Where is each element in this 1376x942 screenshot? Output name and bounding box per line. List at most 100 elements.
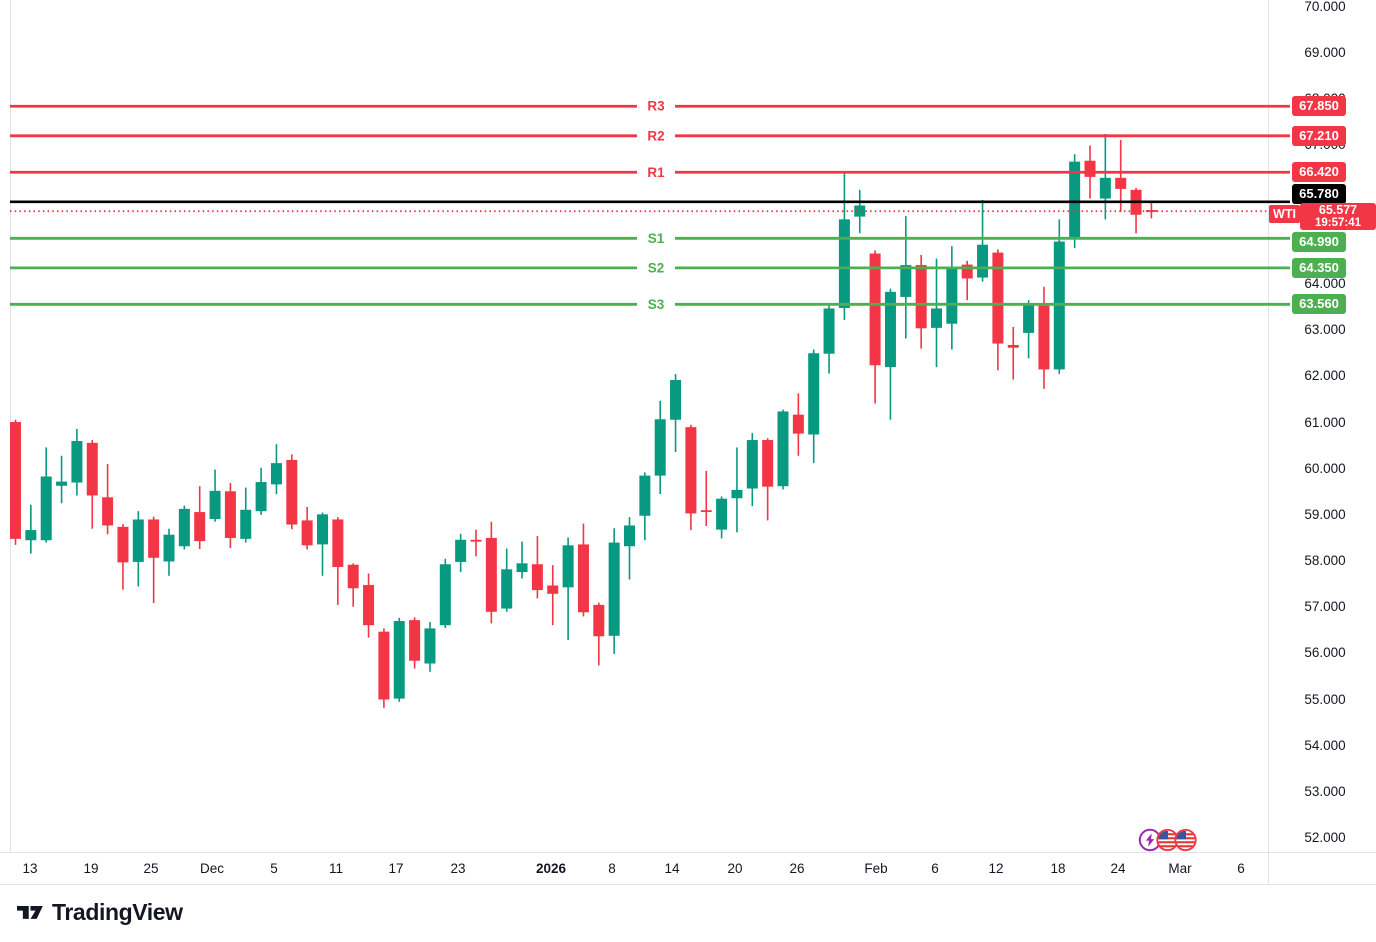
candle-body-up bbox=[946, 266, 958, 324]
price-tick-62.000: 62.000 bbox=[1304, 368, 1346, 384]
time-tick-26[interactable]: 26 bbox=[789, 861, 805, 876]
price-tick-57.000: 57.000 bbox=[1304, 599, 1346, 615]
candle-body-up bbox=[439, 564, 451, 626]
candle-body-up bbox=[317, 514, 328, 545]
price-label-R3: 67.850 bbox=[1292, 96, 1346, 117]
candle-body-down bbox=[792, 414, 804, 434]
time-tick-5[interactable]: 5 bbox=[270, 861, 278, 876]
candle-body-down bbox=[547, 585, 559, 594]
candle-body-down bbox=[762, 440, 774, 487]
candle-wick bbox=[567, 537, 569, 640]
price-tick-58.000: 58.000 bbox=[1304, 553, 1346, 569]
time-tick-Dec[interactable]: Dec bbox=[199, 861, 224, 876]
candle-body-up bbox=[900, 265, 912, 297]
candle-wick bbox=[705, 470, 708, 526]
price-tick-63.000: 63.000 bbox=[1304, 322, 1346, 338]
candle-body-up bbox=[654, 419, 666, 476]
tradingview-logo[interactable]: TradingView bbox=[17, 899, 183, 926]
time-tick-24[interactable]: 24 bbox=[1110, 861, 1126, 876]
time-tick-18[interactable]: 18 bbox=[1050, 861, 1066, 876]
pivot-label-S1: S1 bbox=[648, 231, 665, 246]
candle-body-down bbox=[485, 537, 497, 612]
candle-wick bbox=[475, 529, 477, 557]
time-tick-11[interactable]: 11 bbox=[328, 861, 343, 876]
us-flag-event-icon[interactable] bbox=[1174, 828, 1197, 852]
pivot-label-R2: R2 bbox=[647, 128, 664, 143]
candle-body-up bbox=[1069, 161, 1081, 240]
candle-body-down bbox=[961, 264, 973, 279]
economic-events-group[interactable] bbox=[1138, 827, 1200, 853]
time-tick-Mar[interactable]: Mar bbox=[1168, 861, 1192, 876]
candle-body-up bbox=[270, 463, 282, 485]
candle-body-up bbox=[209, 490, 221, 520]
current-price-value: 65.577 bbox=[1318, 203, 1358, 217]
time-tick-23[interactable]: 23 bbox=[450, 861, 466, 876]
candle-body-up bbox=[1023, 303, 1035, 333]
candle-wick bbox=[1104, 133, 1107, 220]
candle-body-down bbox=[915, 265, 927, 329]
candle-wick bbox=[1012, 326, 1015, 380]
candle-body-down bbox=[286, 459, 298, 525]
price-tick-70.000: 70.000 bbox=[1304, 0, 1346, 14]
candle-body-up bbox=[163, 534, 175, 562]
candle-body-up bbox=[977, 244, 989, 278]
candle-body-down bbox=[1038, 305, 1050, 370]
time-tick-14[interactable]: 14 bbox=[664, 861, 680, 876]
candle-body-down bbox=[148, 519, 160, 558]
candle-body-down bbox=[869, 253, 881, 366]
candle-body-up bbox=[240, 509, 252, 539]
time-tick-17[interactable]: 17 bbox=[388, 861, 404, 876]
time-tick-Feb[interactable]: Feb bbox=[864, 861, 888, 876]
price-tick-55.000: 55.000 bbox=[1304, 691, 1346, 707]
candle-body-up bbox=[56, 481, 68, 486]
candle-body-down bbox=[301, 520, 313, 546]
candle-body-down bbox=[86, 442, 98, 496]
candle-body-down bbox=[992, 252, 1004, 344]
candle-body-up bbox=[516, 563, 528, 573]
time-tick-8[interactable]: 8 bbox=[608, 861, 616, 876]
candle-body-up bbox=[624, 525, 635, 547]
candle-body-down bbox=[332, 519, 344, 568]
candle-body-down bbox=[1084, 160, 1096, 177]
candle-body-down bbox=[117, 526, 129, 563]
candle-wick bbox=[1119, 139, 1122, 212]
candle-body-down bbox=[102, 497, 114, 526]
candle-body-down bbox=[470, 539, 482, 542]
candle-wick bbox=[981, 199, 984, 282]
candle-body-up bbox=[838, 219, 850, 309]
candle-body-up bbox=[562, 545, 574, 588]
time-tick-19[interactable]: 19 bbox=[83, 861, 99, 876]
candle-body-up bbox=[777, 411, 789, 487]
time-tick-12[interactable]: 12 bbox=[988, 861, 1004, 876]
current-price-time: 19:57:41 bbox=[1314, 217, 1362, 229]
us-flag-event-icon[interactable] bbox=[1156, 828, 1179, 852]
candle-wick bbox=[551, 565, 554, 626]
price-tick-54.000: 54.000 bbox=[1304, 737, 1346, 753]
candle-body-up bbox=[823, 308, 835, 354]
pivot-label-R1: R1 bbox=[647, 165, 665, 180]
time-tick-13[interactable]: 13 bbox=[22, 861, 38, 876]
price-label-S1: 64.990 bbox=[1292, 232, 1346, 252]
candle-body-up bbox=[670, 380, 682, 420]
pivot-label-S3: S3 bbox=[648, 297, 665, 312]
candle-body-up bbox=[931, 308, 942, 328]
time-tick-2026[interactable]: 2026 bbox=[535, 861, 567, 876]
candle-body-up bbox=[1099, 177, 1111, 199]
candle-body-down bbox=[378, 631, 390, 700]
price-tick-56.000: 56.000 bbox=[1304, 645, 1346, 661]
candle-body-down bbox=[593, 604, 605, 637]
candle-body-up bbox=[424, 628, 436, 664]
time-tick-6[interactable]: 6 bbox=[1237, 861, 1245, 876]
price-label-S3: 63.560 bbox=[1292, 294, 1346, 315]
time-tick-20[interactable]: 20 bbox=[727, 861, 743, 876]
candle-body-up bbox=[132, 519, 144, 562]
candle-wick bbox=[1150, 201, 1153, 219]
candle-body-up bbox=[25, 530, 37, 541]
candle-body-down bbox=[363, 585, 375, 626]
time-tick-25[interactable]: 25 bbox=[143, 861, 159, 876]
candle-wick bbox=[521, 541, 523, 579]
time-tick-6[interactable]: 6 bbox=[931, 861, 939, 876]
